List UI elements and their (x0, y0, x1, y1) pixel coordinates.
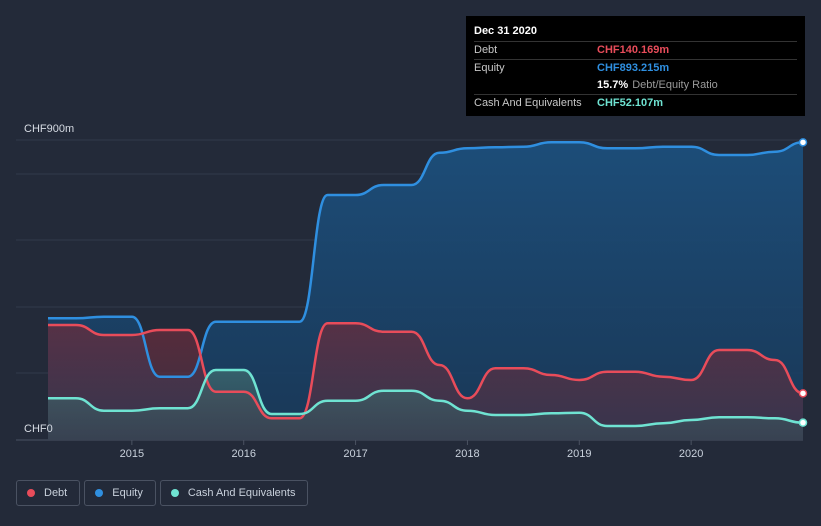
tooltip-cash-label: Cash And Equivalents (474, 97, 582, 109)
cash-line (48, 368, 804, 428)
equity-area (48, 142, 803, 441)
tooltip-debt-label: Debt (474, 44, 498, 56)
tooltip-ratio-value: 15.7% (597, 79, 629, 91)
legend-item-cash[interactable]: Cash And Equivalents (159, 480, 309, 506)
cash-dot-icon (170, 489, 179, 497)
x-tick-label: 2015 (120, 448, 144, 460)
legend: Debt Equity Cash And Equivalents (16, 480, 312, 506)
tooltip-row-debt: Debt CHF140.169m (474, 41, 797, 59)
tooltip-ratio-spacer (474, 77, 597, 94)
cash-area (48, 370, 803, 440)
equity-dot-icon (95, 489, 104, 497)
debt-line (47, 322, 804, 420)
tooltip-ratio-label: Debt/Equity Ratio (632, 79, 718, 91)
legend-debt-label: Debt (44, 487, 68, 499)
legend-item-equity[interactable]: Equity (84, 480, 156, 506)
equity-line (48, 141, 804, 378)
tooltip-equity-label: Equity (474, 62, 505, 74)
x-tick-label: 2020 (679, 448, 703, 460)
tooltip-cash-value: CHF52.107m (597, 97, 664, 109)
tooltip-equity-value: CHF893.215m (597, 62, 670, 74)
x-tick-label: 2017 (343, 448, 367, 460)
debt-dot-icon (27, 489, 35, 497)
tooltip: Dec 31 2020 Debt CHF140.169m Equity CHF8… (466, 16, 805, 116)
tooltip-row-cash: Cash And Equivalents CHF52.107m (474, 94, 797, 112)
x-axis-ticks: 2015 2016 2017 2018 2019 2020 (120, 440, 703, 460)
legend-cash-label: Cash And Equivalents (187, 487, 296, 499)
legend-item-debt[interactable]: Debt (16, 480, 81, 506)
x-tick-label: 2018 (455, 448, 479, 460)
tooltip-row-ratio: 15.7% Debt/Equity Ratio (474, 77, 797, 94)
cash-end-marker[interactable] (798, 418, 808, 427)
y-tick-label-bottom: CHF0 (24, 423, 53, 435)
tooltip-date: Dec 31 2020 (474, 25, 537, 37)
debt-end-marker[interactable] (798, 389, 808, 398)
tooltip-debt-value: CHF140.169m (597, 44, 670, 56)
tooltip-row-equity: Equity CHF893.215m (474, 59, 797, 77)
equity-end-marker[interactable] (798, 138, 808, 147)
legend-equity-label: Equity (112, 487, 143, 499)
x-tick-label: 2019 (567, 448, 591, 460)
y-tick-label-top: CHF900m (24, 123, 74, 135)
x-tick-label: 2016 (231, 448, 255, 460)
